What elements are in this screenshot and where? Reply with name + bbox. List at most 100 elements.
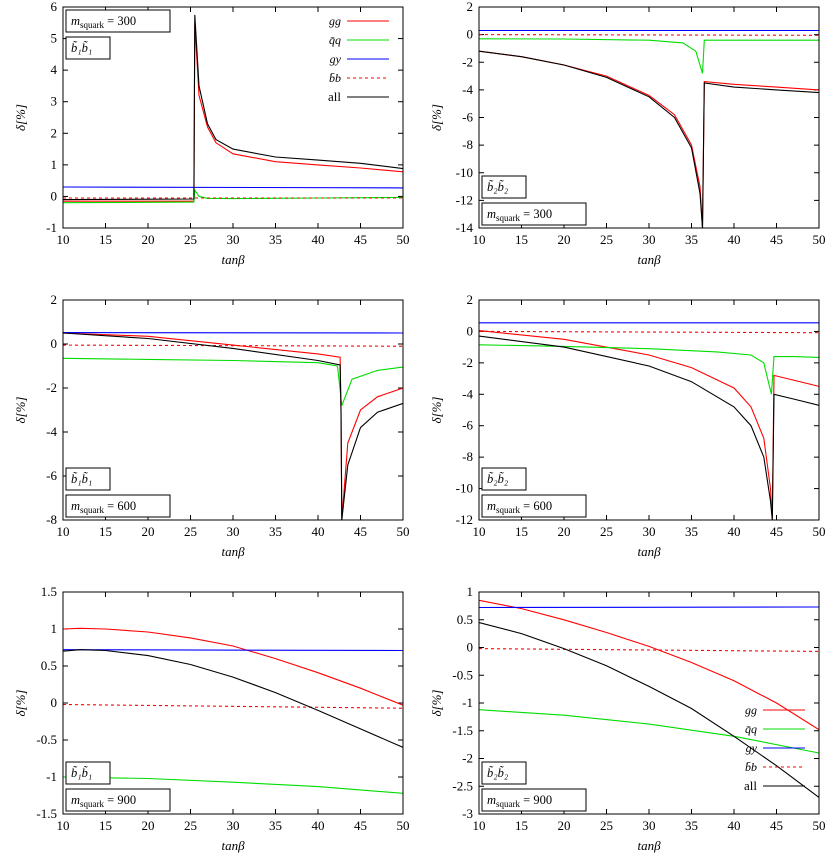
y-tick-label: 1.5 xyxy=(41,584,57,599)
y-tick-label: -2.5 xyxy=(452,778,473,793)
y-axis-title: δ[%] xyxy=(429,397,444,424)
y-tick-label: -1 xyxy=(462,695,473,710)
y-tick-label: -4 xyxy=(462,386,473,401)
mass-label: msquark = 600 xyxy=(487,499,552,515)
y-tick-label: -0.5 xyxy=(36,732,57,747)
legend: gg q̄q gy b̄b all xyxy=(744,703,805,793)
x-tick-label: 10 xyxy=(473,818,486,833)
mass-label-box: msquark = 300 xyxy=(65,9,171,33)
y-tick-label: -2 xyxy=(462,751,473,766)
y-tick-label: 2 xyxy=(467,292,474,307)
series-line-gy xyxy=(63,649,403,652)
series-group xyxy=(479,599,819,798)
x-tick-label: 35 xyxy=(269,818,282,833)
y-tick-label: -14 xyxy=(456,220,474,235)
label-box-frame xyxy=(481,494,587,518)
x-tick-label: 40 xyxy=(312,524,325,539)
legend-label-gg: gg xyxy=(745,703,757,717)
y-tick-label: -10 xyxy=(456,481,473,496)
series-line-bb xyxy=(63,703,403,709)
x-tick-label: 30 xyxy=(643,232,656,247)
y-tick-label: 0 xyxy=(467,27,474,42)
x-tick-label: 10 xyxy=(57,818,70,833)
series-line-bb xyxy=(479,330,819,334)
x-axis-title: tanβ xyxy=(637,544,661,559)
plot-frame xyxy=(62,591,404,815)
mass-label: msquark = 600 xyxy=(71,499,136,515)
mass-label-box: msquark = 900 xyxy=(481,788,587,812)
y-tick-label: -0.5 xyxy=(452,667,473,682)
legend-label-bb: b̄b xyxy=(745,760,757,774)
series-line-all xyxy=(479,621,819,798)
series-group xyxy=(63,14,403,204)
series-line-bb xyxy=(63,344,403,347)
y-tick-label: -1 xyxy=(46,769,57,784)
y-tick-label: -4 xyxy=(462,82,473,97)
y-tick-label: 2 xyxy=(467,0,474,14)
y-tick-label: -8 xyxy=(462,137,473,152)
x-tick-label: 20 xyxy=(558,232,571,247)
y-tick-label: -2 xyxy=(462,355,473,370)
x-tick-label: 30 xyxy=(643,524,656,539)
series-line-qq xyxy=(479,344,819,395)
legend-label-qq: q̄q xyxy=(329,33,341,47)
x-tick-label: 20 xyxy=(142,524,155,539)
series-line-gg xyxy=(479,599,819,731)
y-tick-label: -1.5 xyxy=(452,723,473,738)
series-group xyxy=(479,29,819,228)
x-tick-label: 40 xyxy=(728,232,741,247)
y-tick-label: 1 xyxy=(51,157,58,172)
y-axis-title: δ[%] xyxy=(13,104,28,131)
label-box-frame xyxy=(65,9,171,33)
label-box-frame xyxy=(481,175,527,199)
x-tick-label: 30 xyxy=(227,524,240,539)
x-axis-title: tanβ xyxy=(637,252,661,267)
y-tick-label: 1 xyxy=(51,621,58,636)
plot-frame xyxy=(478,6,820,229)
process-label-box: b̃₁b̃₁ xyxy=(65,467,111,491)
series-line-qq xyxy=(63,357,403,406)
x-tick-label: 45 xyxy=(770,232,783,247)
process-label: b̃₁b̃₁ xyxy=(71,41,92,55)
x-tick-label: 10 xyxy=(57,524,70,539)
y-tick-label: 3 xyxy=(51,94,58,109)
label-box-frame xyxy=(481,467,527,491)
plot-frame xyxy=(478,299,820,521)
y-tick-label: 0.5 xyxy=(457,612,473,627)
chart-panel-bottom-right: 10 15 20 25 30 35 40 45 50 -3 -2.5 -2 -1.5 -1 -0.5 0 0.5… xyxy=(429,584,826,853)
x-tick-label: 15 xyxy=(515,524,528,539)
y-tick-label: -1 xyxy=(46,220,57,235)
series-line-all xyxy=(63,649,403,748)
x-tick-label: 40 xyxy=(312,232,325,247)
x-tick-label: 15 xyxy=(515,232,528,247)
mass-label-box: msquark = 600 xyxy=(65,494,171,518)
x-tick-label: 25 xyxy=(184,818,197,833)
legend-label-all: all xyxy=(744,778,757,793)
y-tick-label: 0 xyxy=(467,323,474,338)
legend: gg q̄q gy b̄b all xyxy=(328,14,389,104)
y-tick-label: -12 xyxy=(456,512,473,527)
x-tick-label: 45 xyxy=(354,818,367,833)
mass-label-box: msquark = 900 xyxy=(65,788,171,812)
y-tick-label: -4 xyxy=(46,424,57,439)
y-tick-label: -8 xyxy=(46,512,57,527)
y-tick-label: 4 xyxy=(51,62,58,77)
label-box-frame xyxy=(481,788,587,812)
process-label-box: b̃₁b̃₁ xyxy=(65,36,111,60)
y-tick-label: -2 xyxy=(462,54,473,69)
y-tick-label: 6 xyxy=(51,0,58,14)
y-tick-label: -2 xyxy=(46,380,57,395)
chart-panel-middle-right: 10 15 20 25 30 35 40 45 50 -12 -10 -8 -6 -4 -2 0 2 tanβ δ[… xyxy=(429,292,826,559)
y-tick-label: -12 xyxy=(456,192,473,207)
series-line-bb xyxy=(479,648,819,652)
plot-frame xyxy=(62,299,404,521)
x-axis-title: tanβ xyxy=(221,544,245,559)
y-tick-label: 0 xyxy=(51,695,58,710)
x-tick-label: 15 xyxy=(99,818,112,833)
x-tick-label: 35 xyxy=(269,232,282,247)
chart-panel-middle-left: 10 15 20 25 30 35 40 45 50 -8 -6 -4 -2 0 2 tanβ δ[%] b̃₁b… xyxy=(13,292,410,559)
x-tick-label: 35 xyxy=(269,524,282,539)
y-tick-label: -1.5 xyxy=(36,806,57,821)
x-tick-label: 30 xyxy=(227,232,240,247)
series-group xyxy=(63,332,403,520)
